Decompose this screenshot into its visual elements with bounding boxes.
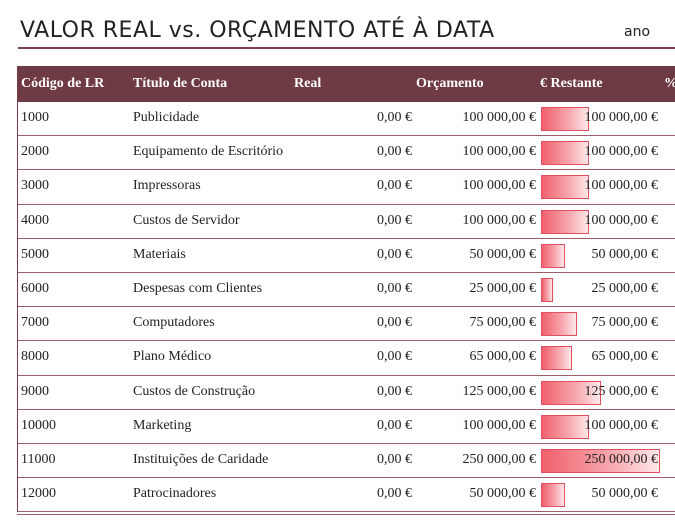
cell-remaining: 100 000,00 €	[584, 110, 659, 125]
cell-code: 1000	[21, 110, 49, 125]
cell-account-title: Computadores	[133, 315, 215, 331]
cell-real: 0,00 €	[377, 246, 412, 262]
remaining-bar	[541, 277, 553, 302]
cell-real: 0,00 €	[377, 417, 412, 433]
remaining-bar	[541, 483, 565, 508]
cell-remaining: 100 000,00 €	[584, 212, 659, 228]
table-row[interactable]: 1000 Publicidade 0,00 € 100 000,00 € 100 000…	[18, 102, 675, 137]
page-title: VALOR REAL vs. ORÇAMENTO ATÉ À DATA	[20, 18, 495, 43]
cell-real: 0,00 €	[377, 383, 412, 399]
remaining-bar	[541, 312, 577, 337]
cell-budget: 100 000,00 €	[462, 417, 537, 433]
cell-remaining: 100 000,00 €	[584, 178, 659, 194]
cell-budget: 50 000,00 €	[469, 486, 537, 502]
cell-budget: 65 000,00 €	[469, 349, 537, 365]
cell-account-title: Publicidade	[133, 110, 200, 125]
table-row[interactable]: 11000 Instituições de Caridade 0,00 € 250 0…	[18, 444, 675, 479]
cell-remaining: 250 000,00 €	[584, 451, 659, 467]
col-header-remaining[interactable]: € Restante	[540, 76, 603, 91]
cell-budget: 50 000,00 €	[469, 246, 537, 262]
table-row[interactable]: 7000 Computadores 0,00 € 75 000,00 € 75 000,…	[18, 307, 675, 342]
cell-code: 5000	[21, 246, 49, 262]
col-header-title[interactable]: Título de Conta	[133, 76, 228, 91]
cell-code: 12000	[21, 486, 56, 502]
col-header-real[interactable]: Real	[294, 76, 322, 91]
col-header-code[interactable]: Código de LR	[21, 76, 105, 91]
cell-account-title: Marketing	[133, 417, 192, 433]
remaining-bar	[541, 141, 589, 166]
remaining-bar	[541, 380, 601, 405]
table-row[interactable]: 5000 Materiais 0,00 € 50 000,00 € 50 000,00 …	[18, 239, 675, 273]
cell-code: 7000	[21, 315, 49, 331]
budget-table: Código de LR Título de Conta Real Orçame…	[17, 66, 675, 513]
cell-budget: 25 000,00 €	[469, 280, 537, 296]
cell-budget: 125 000,00 €	[462, 383, 537, 399]
table-row[interactable]: 6000 Despesas com Clientes 0,00 € 25 000,00…	[18, 273, 675, 308]
table-row[interactable]: 12000 Patrocinadores 0,00 € 50 000,00 € 50 0…	[18, 478, 675, 513]
cell-budget: 100 000,00 €	[462, 212, 537, 228]
cell-code: 2000	[21, 144, 49, 160]
cell-real: 0,00 €	[377, 280, 412, 296]
cell-code: 6000	[21, 280, 49, 296]
table-body: 1000 Publicidade 0,00 € 100 000,00 € 100 000…	[18, 102, 675, 513]
remaining-bar	[541, 107, 589, 131]
cell-remaining: 100 000,00 €	[584, 417, 659, 433]
title-divider	[18, 47, 675, 49]
cell-remaining: 125 000,00 €	[584, 383, 659, 399]
table-row[interactable]: 3000 Impressoras 0,00 € 100 000,00 € 100 000…	[18, 170, 675, 205]
cell-remaining: 75 000,00 €	[591, 315, 659, 331]
cell-code: 10000	[21, 417, 56, 433]
col-header-percent[interactable]: %	[664, 76, 675, 92]
remaining-bar	[541, 243, 565, 268]
cell-remaining: 50 000,00 €	[591, 246, 659, 262]
remaining-bar	[541, 175, 589, 200]
cell-account-title: Instituições de Caridade	[133, 451, 269, 467]
cell-account-title: Custos de Construção	[133, 383, 256, 399]
cell-budget: 100 000,00 €	[462, 110, 537, 125]
table-row[interactable]: 10000 Marketing 0,00 € 100 000,00 € 100 000,…	[18, 410, 675, 444]
remaining-bar	[541, 209, 589, 234]
cell-real: 0,00 €	[377, 110, 412, 125]
cell-remaining: 100 000,00 €	[584, 144, 659, 160]
cell-budget: 100 000,00 €	[462, 144, 537, 160]
cell-remaining: 25 000,00 €	[591, 280, 659, 296]
cell-account-title: Plano Médico	[133, 349, 212, 365]
table-row[interactable]: 9000 Custos de Construção 0,00 € 125 000,00…	[18, 376, 675, 410]
cell-account-title: Custos de Servidor	[133, 212, 240, 228]
cell-budget: 75 000,00 €	[469, 315, 537, 331]
cell-real: 0,00 €	[377, 315, 412, 331]
cell-real: 0,00 €	[377, 178, 412, 194]
cell-account-title: Despesas com Clientes	[133, 280, 263, 296]
cell-account-title: Patrocinadores	[133, 486, 217, 502]
cell-real: 0,00 €	[377, 451, 412, 467]
cell-budget: 250 000,00 €	[462, 451, 537, 467]
remaining-bar	[541, 448, 660, 473]
remaining-bar	[541, 414, 589, 439]
cell-code: 11000	[21, 451, 56, 467]
table-footer-rule	[17, 514, 675, 515]
cell-code: 4000	[21, 212, 49, 228]
col-header-budget[interactable]: Orçamento	[416, 76, 484, 91]
cell-code: 9000	[21, 383, 49, 399]
cell-remaining: 50 000,00 €	[591, 486, 659, 502]
cell-real: 0,00 €	[377, 212, 412, 228]
table-row[interactable]: 4000 Custos de Servidor 0,00 € 100 000,00 €…	[18, 205, 675, 239]
cell-code: 3000	[21, 178, 49, 194]
cell-remaining: 65 000,00 €	[591, 349, 659, 365]
cell-budget: 100 000,00 €	[462, 178, 537, 194]
cell-account-title: Impressoras	[133, 178, 201, 194]
cell-account-title: Materiais	[133, 246, 186, 262]
cell-real: 0,00 €	[377, 349, 412, 365]
cell-real: 0,00 €	[377, 486, 412, 502]
cell-code: 8000	[21, 349, 49, 365]
table-row[interactable]: 2000 Equipamento de Escritório 0,00 € 100 0…	[18, 136, 675, 171]
remaining-bar	[541, 346, 572, 371]
period-label: ano	[624, 24, 651, 40]
table-row[interactable]: 8000 Plano Médico 0,00 € 65 000,00 € 65 000,…	[18, 341, 675, 376]
cell-real: 0,00 €	[377, 144, 412, 160]
cell-account-title: Equipamento de Escritório	[133, 144, 284, 160]
table-header: Código de LR Título de Conta Real Orçame…	[18, 66, 675, 102]
